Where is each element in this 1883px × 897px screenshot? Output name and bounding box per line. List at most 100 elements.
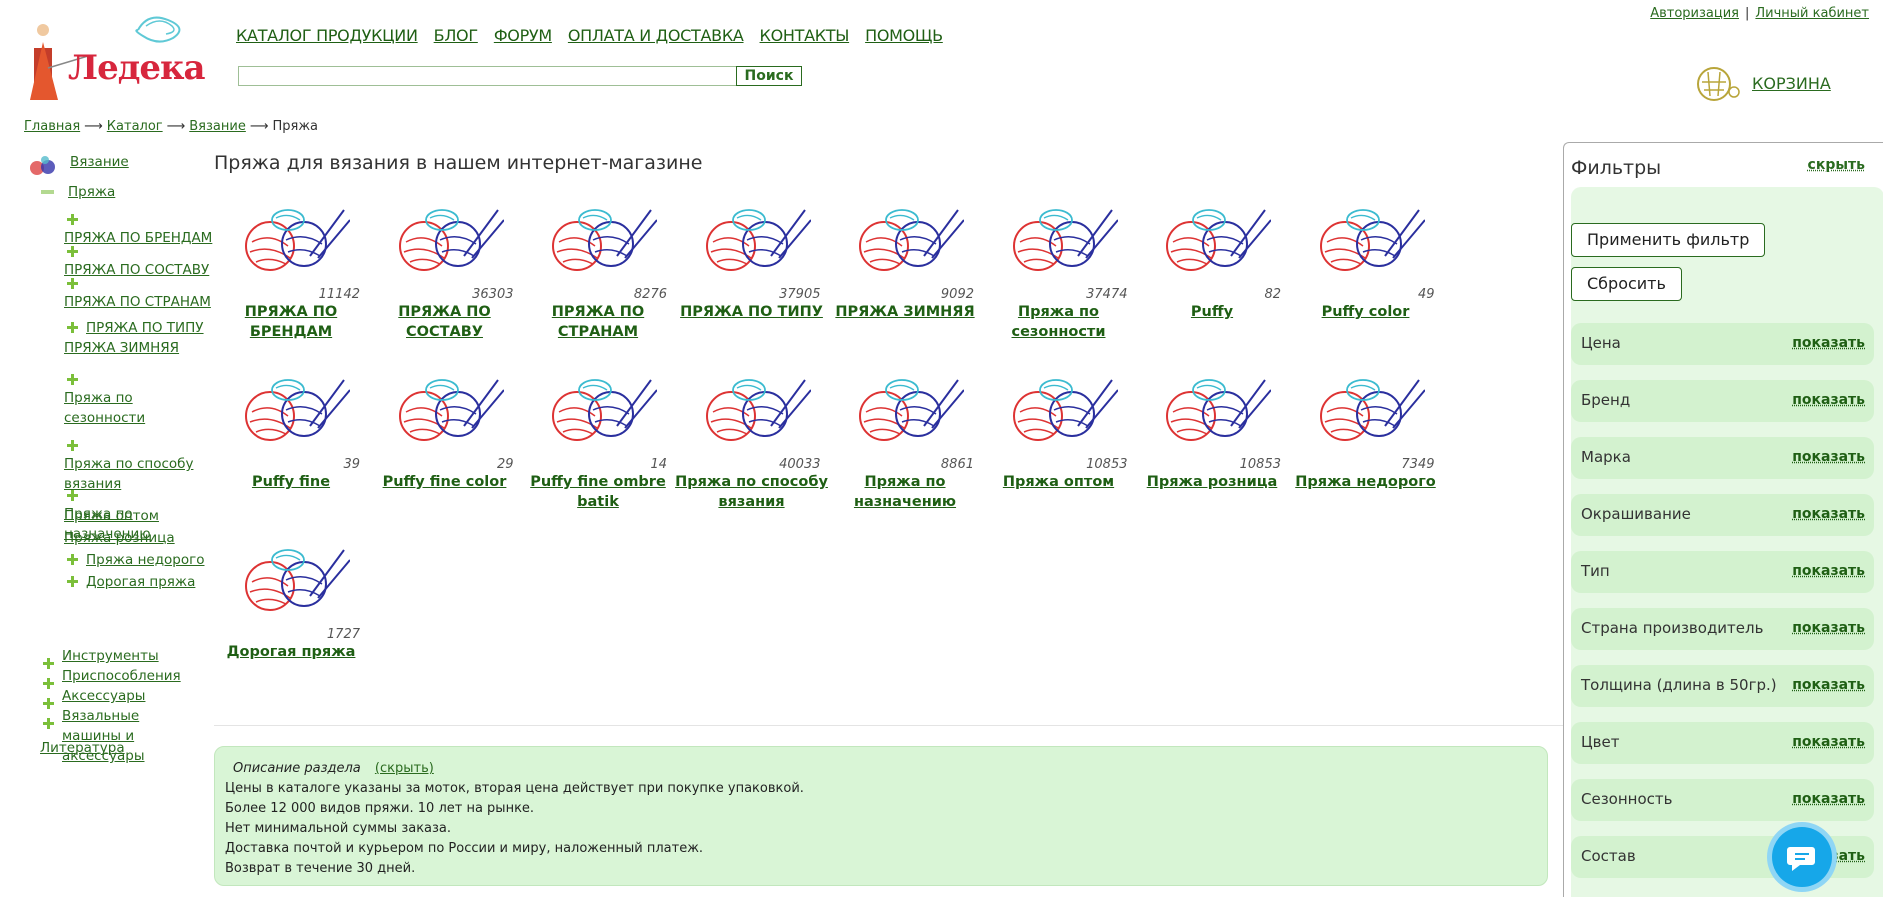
category-card[interactable]: 10853 Пряжа оптом [982, 376, 1136, 526]
expand-plus-icon[interactable] [43, 698, 54, 709]
category-name[interactable]: Puffy fine ombre batik [521, 472, 675, 512]
nav-item-4[interactable]: КОНТАКТЫ [760, 26, 850, 45]
sidebar-item-vyazanie[interactable]: Вязание [70, 152, 129, 172]
filters-hide-link[interactable]: скрыть [1808, 157, 1865, 173]
description-hide-link[interactable]: (скрыть) [375, 761, 434, 776]
filter-show-link[interactable]: показать [1792, 449, 1865, 465]
expand-plus-icon[interactable] [67, 322, 78, 333]
category-name[interactable]: Пряжа оптом [982, 472, 1136, 492]
filter-row[interactable]: Окрашивание показать [1571, 494, 1874, 536]
expand-plus-icon[interactable] [67, 214, 78, 225]
category-name[interactable]: ПРЯЖА ПО СТРАНАМ [521, 302, 675, 342]
expand-plus-icon[interactable] [43, 718, 54, 729]
category-card[interactable]: 7349 Пряжа недорого [1289, 376, 1443, 526]
category-name[interactable]: Puffy fine color [368, 472, 522, 492]
filter-show-link[interactable]: показать [1792, 734, 1865, 750]
filter-show-link[interactable]: показать [1792, 392, 1865, 408]
expand-plus-icon[interactable] [67, 576, 78, 587]
category-card[interactable]: 8276 ПРЯЖА ПО СТРАНАМ [521, 206, 675, 356]
filter-show-link[interactable]: показать [1792, 563, 1865, 579]
nav-item-0[interactable]: КАТАЛОГ ПРОДУКЦИИ [236, 26, 418, 45]
sidebar-subitem[interactable]: ПРЯЖА ПО СОСТАВУ [64, 260, 214, 280]
cabinet-link[interactable]: Личный кабинет [1755, 6, 1869, 21]
category-card[interactable]: 11142 ПРЯЖА ПО БРЕНДАМ [214, 206, 368, 356]
category-card[interactable]: 9092 ПРЯЖА ЗИМНЯЯ [828, 206, 982, 356]
cart[interactable]: КОРЗИНА [1694, 60, 1831, 106]
sidebar-subitem[interactable]: ПРЯЖА ПО БРЕНДАМ [64, 228, 214, 248]
category-name[interactable]: ПРЯЖА ЗИМНЯЯ [828, 302, 982, 322]
sidebar-top-item[interactable]: Аксессуары [62, 686, 202, 706]
category-card[interactable]: 37474 Пряжа по сезонности [982, 206, 1136, 356]
breadcrumb-item[interactable]: Вязание [189, 119, 246, 134]
filter-show-link[interactable]: показать [1792, 335, 1865, 351]
nav-item-3[interactable]: ОПЛАТА И ДОСТАВКА [568, 26, 744, 45]
filter-row[interactable]: Страна производитель показать [1571, 608, 1874, 650]
sidebar-subitem[interactable]: Пряжа по сезонности [64, 388, 214, 428]
category-card[interactable]: 39 Puffy fine [214, 376, 368, 526]
sidebar-item-literatura[interactable]: Литература [40, 738, 125, 758]
category-name[interactable]: Пряжа по способу вязания [675, 472, 829, 512]
nav-item-1[interactable]: БЛОГ [434, 26, 478, 45]
site-logo[interactable]: Ледека [18, 8, 198, 103]
expand-plus-icon[interactable] [67, 374, 78, 385]
filter-row[interactable]: Марка показать [1571, 437, 1874, 479]
sidebar-subitem[interactable]: Пряжа недорого [86, 550, 216, 570]
sidebar-subitem[interactable]: Дорогая пряжа [86, 572, 216, 592]
category-name[interactable]: Пряжа по сезонности [982, 302, 1136, 342]
filter-row[interactable]: Тип показать [1571, 551, 1874, 593]
category-card[interactable]: 36303 ПРЯЖА ПО СОСТАВУ [368, 206, 522, 356]
category-card[interactable]: 82 Puffy [1135, 206, 1289, 356]
apply-filter-button[interactable]: Применить фильтр [1571, 223, 1765, 257]
sidebar-subitem[interactable]: Пряжа по способу вязания [64, 454, 214, 494]
category-card[interactable]: 1727 Дорогая пряжа [214, 546, 368, 696]
expand-plus-icon[interactable] [43, 658, 54, 669]
filter-row[interactable]: Цвет показать [1571, 722, 1874, 764]
sidebar-item-pryazha[interactable]: Пряжа [68, 182, 115, 202]
category-name[interactable]: Puffy [1135, 302, 1289, 322]
filter-row[interactable]: Толщина (длина в 50гр.) показать [1571, 665, 1874, 707]
category-name[interactable]: Пряжа недорого [1289, 472, 1443, 492]
expand-plus-icon[interactable] [67, 490, 78, 501]
category-name[interactable]: Пряжа розница [1135, 472, 1289, 492]
category-name[interactable]: ПРЯЖА ПО СОСТАВУ [368, 302, 522, 342]
login-link[interactable]: Авторизация [1650, 6, 1739, 21]
category-name[interactable]: Пряжа по назначению [828, 472, 982, 512]
category-card[interactable]: 10853 Пряжа розница [1135, 376, 1289, 526]
category-name[interactable]: Дорогая пряжа [214, 642, 368, 662]
breadcrumb-item[interactable]: Каталог [107, 119, 163, 134]
category-name[interactable]: Puffy fine [214, 472, 368, 492]
sidebar-top-item[interactable]: Инструменты [62, 646, 202, 666]
expand-plus-icon[interactable] [67, 278, 78, 289]
expand-plus-icon[interactable] [67, 554, 78, 565]
sidebar-subitem[interactable]: ПРЯЖА ПО ТИПУ [86, 318, 216, 338]
category-card[interactable]: 49 Puffy color [1289, 206, 1443, 356]
nav-item-2[interactable]: ФОРУМ [494, 26, 552, 45]
filter-show-link[interactable]: показать [1792, 677, 1865, 693]
breadcrumb-item[interactable]: Главная [24, 119, 80, 134]
filter-show-link[interactable]: показать [1792, 506, 1865, 522]
category-card[interactable]: 40033 Пряжа по способу вязания [675, 376, 829, 526]
filter-show-link[interactable]: показать [1792, 620, 1865, 636]
category-card[interactable]: 29 Puffy fine color [368, 376, 522, 526]
minus-icon[interactable] [41, 190, 54, 194]
sidebar-top-item[interactable]: Приспособления [62, 666, 202, 686]
category-name[interactable]: ПРЯЖА ПО БРЕНДАМ [214, 302, 368, 342]
search-input[interactable] [238, 66, 736, 86]
sidebar-subitem[interactable]: Пряжа розница [64, 528, 214, 548]
category-card[interactable]: 14 Puffy fine ombre batik [521, 376, 675, 526]
filter-row[interactable]: Цена показать [1571, 323, 1874, 365]
expand-plus-icon[interactable] [43, 678, 54, 689]
expand-plus-icon[interactable] [67, 440, 78, 451]
chat-button[interactable] [1772, 827, 1832, 887]
sidebar-subitem[interactable]: Пряжа оптом [64, 506, 214, 526]
filter-show-link[interactable]: показать [1792, 791, 1865, 807]
search-button[interactable]: Поиск [736, 66, 802, 86]
expand-plus-icon[interactable] [67, 246, 78, 257]
category-card[interactable]: 8861 Пряжа по назначению [828, 376, 982, 526]
reset-filter-button[interactable]: Сбросить [1571, 267, 1682, 301]
nav-item-5[interactable]: ПОМОЩЬ [865, 26, 943, 45]
category-name[interactable]: ПРЯЖА ПО ТИПУ [675, 302, 829, 322]
filter-row[interactable]: Бренд показать [1571, 380, 1874, 422]
category-card[interactable]: 37905 ПРЯЖА ПО ТИПУ [675, 206, 829, 356]
filter-row[interactable]: Сезонность показать [1571, 779, 1874, 821]
